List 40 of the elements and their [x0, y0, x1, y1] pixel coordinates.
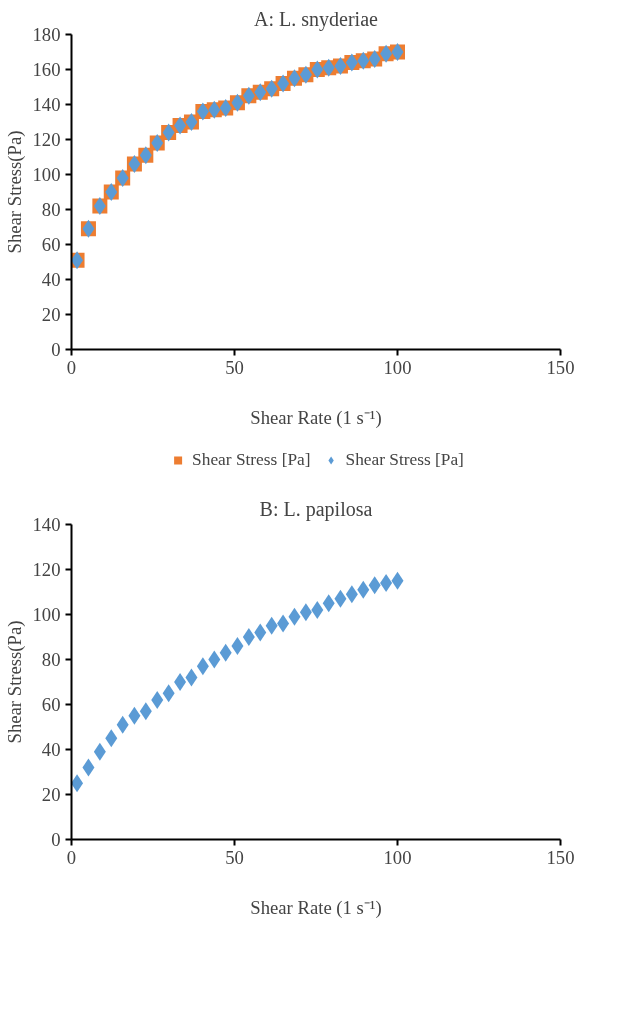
y-tick-label: 0 — [51, 339, 61, 360]
y-tick-label: 60 — [41, 234, 61, 255]
y-tick-label: 0 — [51, 829, 61, 850]
y-tick-label: 120 — [32, 129, 61, 150]
y-tick-label: 80 — [41, 649, 61, 670]
point — [174, 673, 187, 691]
x-axis-title: Shear Rate (1 s⁻¹) — [250, 896, 382, 919]
y-tick-label: 20 — [41, 784, 61, 805]
y-tick-label: 180 — [32, 24, 61, 45]
y-tick-label: 120 — [32, 559, 61, 580]
x-tick-label: 50 — [225, 846, 244, 868]
point — [231, 637, 244, 655]
legend-label: Shear Stress [Pa] — [192, 450, 311, 470]
x-tick-label: 0 — [66, 846, 77, 868]
y-axis-title: Shear Stress(Pa) — [3, 620, 26, 744]
y-tick-label: 140 — [32, 514, 61, 535]
point — [311, 601, 324, 619]
point — [151, 691, 164, 709]
y-tick-label: 140 — [32, 94, 61, 115]
y-tick-label: 40 — [41, 739, 61, 760]
x-tick-label: 100 — [383, 846, 412, 868]
chart-title: A: L. snyderiae — [254, 7, 379, 31]
x-tick-label: 100 — [383, 356, 412, 378]
y-tick-label: 20 — [41, 304, 61, 325]
y-tick-label: 100 — [32, 164, 61, 185]
point — [242, 628, 255, 646]
x-tick-label: 0 — [66, 356, 77, 378]
y-tick-label: 100 — [32, 604, 61, 625]
x-axis-title: Shear Rate (1 s⁻¹) — [250, 406, 382, 429]
y-tick-label: 80 — [41, 199, 61, 220]
x-tick-label: 50 — [225, 356, 244, 378]
chart-title: B: L. papilosa — [259, 497, 373, 521]
point — [380, 574, 393, 592]
legend-label: Shear Stress [Pa] — [345, 450, 464, 470]
y-tick-label: 60 — [41, 694, 61, 715]
x-tick-label: 150 — [546, 356, 575, 378]
x-tick-label: 150 — [546, 846, 575, 868]
y-tick-label: 160 — [32, 59, 61, 80]
y-axis-title: Shear Stress(Pa) — [3, 130, 26, 254]
y-tick-label: 40 — [41, 269, 61, 290]
